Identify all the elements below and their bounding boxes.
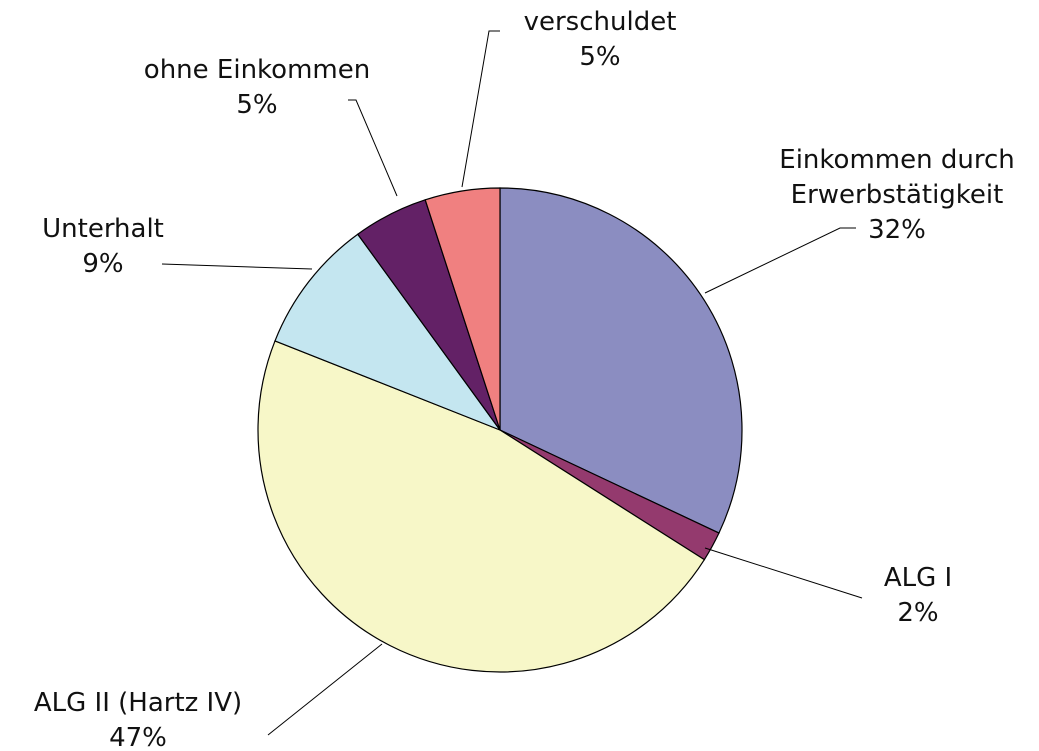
- slice-label: ALG II (Hartz IV) 47%: [34, 686, 242, 751]
- value-label: 32%: [868, 215, 926, 245]
- slice-label: verschuldet 5%: [524, 5, 677, 75]
- value-label: 47%: [109, 723, 167, 751]
- leader-line: [704, 227, 856, 294]
- leader-line: [704, 547, 863, 599]
- category-label: Unterhalt: [42, 214, 164, 244]
- value-label: 5%: [236, 90, 278, 120]
- leader-line: [461, 30, 500, 188]
- leader-line: [267, 643, 383, 736]
- slice-label: ALG I 2%: [884, 561, 952, 631]
- slice-label: Unterhalt 9%: [42, 212, 164, 282]
- category-label: ohne Einkommen: [143, 55, 371, 85]
- category-label: verschuldet: [523, 7, 677, 37]
- value-label: 9%: [82, 249, 124, 279]
- category-label: ALG I: [883, 563, 953, 593]
- category-label: ALG II (Hartz IV): [33, 688, 243, 718]
- pie-slice: [424, 187, 501, 431]
- slice-label: Einkommen durch Erwerbstätigkeit 32%: [762, 143, 1032, 248]
- value-label: 2%: [897, 598, 939, 628]
- pie-slice: [274, 233, 502, 432]
- leader-line: [161, 263, 313, 270]
- category-label: Einkommen durch Erwerbstätigkeit: [779, 145, 1015, 210]
- pie-slice: [499, 187, 743, 534]
- slice-label: ohne Einkommen 5%: [144, 53, 370, 123]
- pie-slice: [257, 340, 706, 673]
- value-label: 5%: [579, 42, 621, 72]
- leader-line: [348, 99, 398, 197]
